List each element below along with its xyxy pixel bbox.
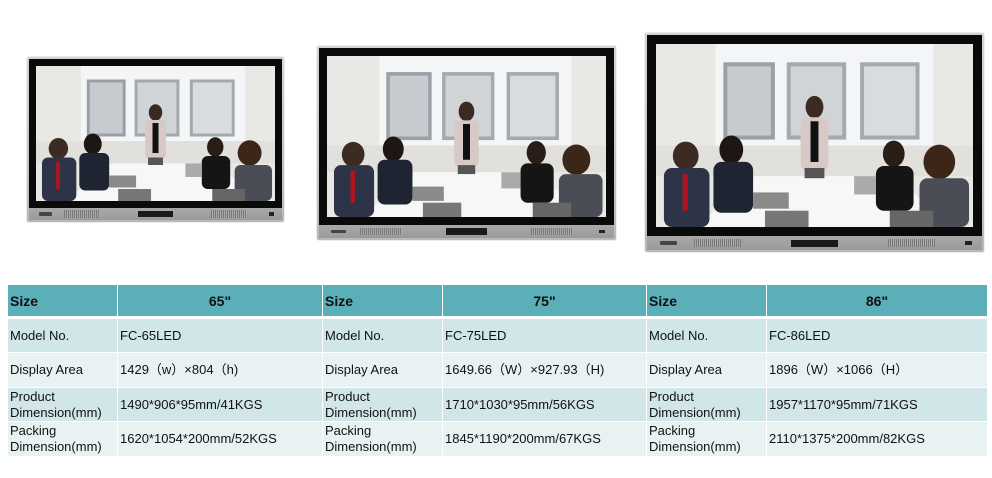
- power-button-icon: [965, 240, 972, 246]
- power-button-icon: [599, 229, 606, 234]
- speaker-grille: [211, 210, 247, 218]
- row-label-line: Product: [10, 388, 55, 404]
- tv-bezel: [647, 35, 982, 236]
- sensor-bar: [445, 228, 488, 235]
- row-label: Packing Dimension(mm): [8, 422, 118, 457]
- speaker-grille: [888, 238, 936, 248]
- row-label: Model No.: [323, 319, 443, 353]
- display-value: 1429（w）×804（h): [118, 353, 323, 388]
- tv-bezel: [319, 48, 614, 225]
- row-label: Product Dimension(mm): [8, 388, 118, 422]
- tv-screen-photo: [36, 66, 275, 201]
- model-value: FC-65LED: [118, 319, 323, 353]
- packing-dimension-value: 1620*1054*200mm/52KGS: [118, 422, 323, 457]
- row-label-line: Dimension(mm): [325, 404, 417, 420]
- row-label: Product Dimension(mm): [647, 388, 767, 422]
- brand-logo: [39, 212, 52, 216]
- product-dimension-value: 1710*1030*95mm/56KGS: [443, 388, 647, 422]
- brand-logo: [330, 229, 346, 234]
- row-label: Size: [8, 285, 118, 319]
- spec-row-model: Model No. FC-65LED Model No. FC-75LED Mo…: [8, 319, 988, 353]
- row-label-line: Packing: [10, 423, 57, 438]
- brand-logo: [660, 240, 678, 246]
- tv-screen-photo: [327, 56, 606, 217]
- size-value: 75": [443, 285, 647, 319]
- row-label: Display Area: [8, 353, 118, 388]
- row-label-line: Dimension(mm): [649, 439, 741, 454]
- display-value: 1896（W）×1066（H）: [767, 353, 988, 388]
- display-value: 1649.66（W）×927.93（H): [443, 353, 647, 388]
- row-label: Display Area: [647, 353, 767, 388]
- row-label: Model No.: [647, 319, 767, 353]
- product-image-65: [27, 57, 284, 222]
- tv-screen-photo: [656, 44, 973, 227]
- row-label-line: Packing: [325, 423, 372, 438]
- row-label-line: Product: [649, 388, 694, 404]
- spec-row-packing-dimension: Packing Dimension(mm) 1620*1054*200mm/52K…: [8, 422, 988, 457]
- row-label-line: Dimension(mm): [325, 439, 417, 454]
- row-label-line: Dimension(mm): [10, 439, 102, 454]
- row-label: Packing Dimension(mm): [323, 422, 443, 457]
- spec-row-product-dimension: Product Dimension(mm) 1490*906*95mm/41KGS…: [8, 388, 988, 422]
- product-image-86: [645, 33, 984, 252]
- row-label: Size: [647, 285, 767, 319]
- product-dimension-value: 1490*906*95mm/41KGS: [118, 388, 323, 422]
- row-label: Model No.: [8, 319, 118, 353]
- row-label-line: Dimension(mm): [649, 404, 741, 420]
- row-label-line: Product: [325, 388, 370, 404]
- sensor-bar: [791, 239, 838, 247]
- power-button-icon: [269, 212, 275, 216]
- size-value: 65": [118, 285, 323, 319]
- size-value: 86": [767, 285, 988, 319]
- row-label-line: Packing: [649, 423, 696, 438]
- speaker-grille: [693, 238, 741, 248]
- spec-row-display-area: Display Area 1429（w）×804（h) Display Area…: [8, 353, 988, 388]
- tv-bottom-strip: [29, 208, 282, 220]
- row-label: Product Dimension(mm): [323, 388, 443, 422]
- row-label-line: Dimension(mm): [10, 404, 102, 420]
- spec-row-size: Size 65" Size 75" Size 86": [8, 285, 988, 319]
- sensor-bar: [137, 211, 174, 217]
- tv-bottom-strip: [647, 236, 982, 250]
- row-label: Packing Dimension(mm): [647, 422, 767, 457]
- product-dimension-value: 1957*1170*95mm/71KGS: [767, 388, 988, 422]
- speaker-grille: [64, 210, 100, 218]
- tv-bottom-strip: [319, 225, 614, 238]
- model-value: FC-75LED: [443, 319, 647, 353]
- packing-dimension-value: 1845*1190*200mm/67KGS: [443, 422, 647, 457]
- spec-table: Size 65" Size 75" Size 86" Model No. FC-…: [8, 285, 988, 457]
- speaker-grille: [360, 227, 402, 236]
- tv-bezel: [29, 59, 282, 208]
- speaker-grille: [531, 227, 573, 236]
- row-label: Size: [323, 285, 443, 319]
- product-image-75: [317, 46, 616, 240]
- row-label: Display Area: [323, 353, 443, 388]
- packing-dimension-value: 2110*1375*200mm/82KGS: [767, 422, 988, 457]
- model-value: FC-86LED: [767, 319, 988, 353]
